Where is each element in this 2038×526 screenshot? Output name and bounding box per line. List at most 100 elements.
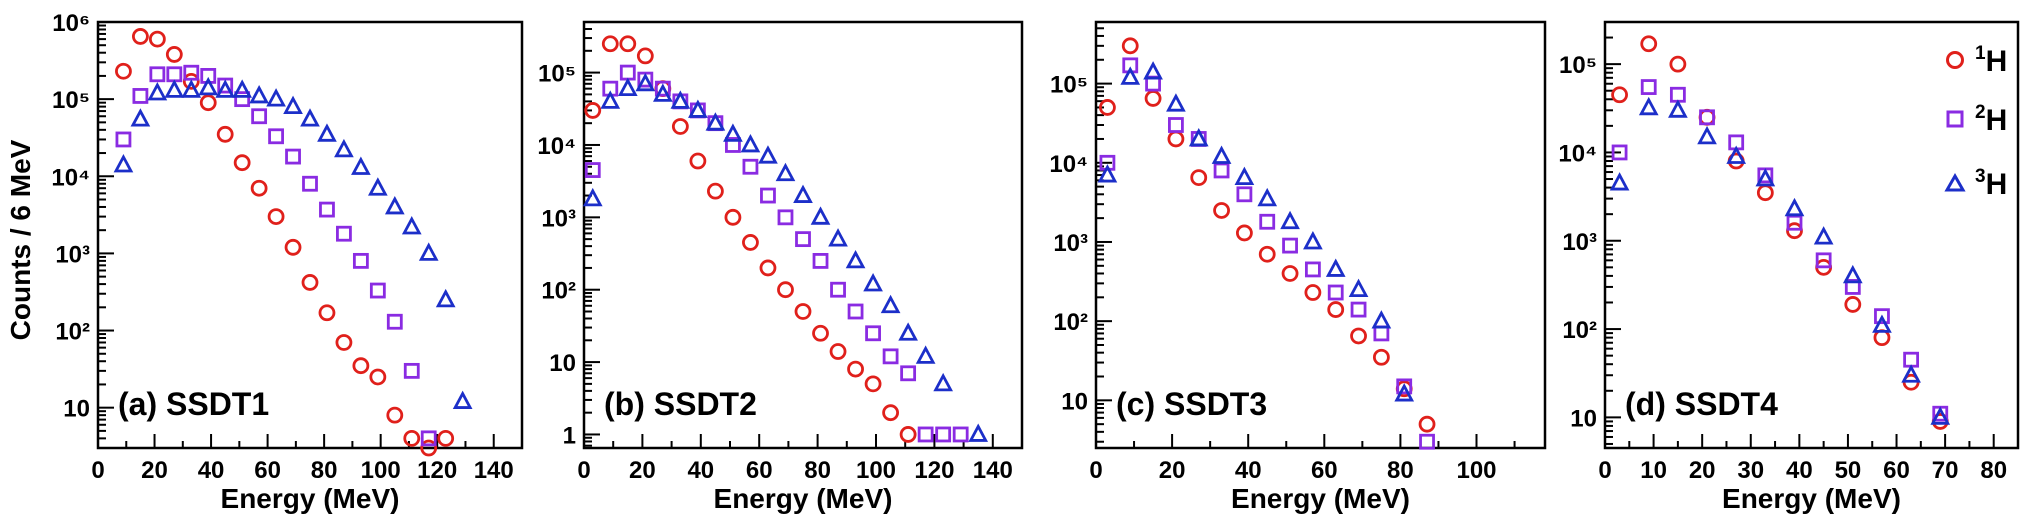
data-point-2h (1903, 351, 1920, 368)
data-point-1h (284, 238, 302, 256)
panel-ssdt3: 0 20 40 60 80 100 10 10² 10³ 10⁴ 10⁵ Energy (MeV) (c… (1049, 20, 1547, 514)
data-point-2h (584, 162, 601, 178)
panel-label: (a) SSDT1 (118, 386, 269, 422)
x-tick-label: 20 (1159, 457, 1186, 484)
x-tick-label: 10 (1640, 457, 1667, 484)
plot-frame (1603, 20, 2020, 450)
data-point-3h (723, 123, 743, 142)
data-point-2h (1844, 279, 1861, 295)
panel-label: (d) SSDT4 (1625, 386, 1778, 422)
x-tick-label: 60 (746, 457, 773, 484)
data-point-2h (1815, 252, 1832, 269)
data-point-1h (199, 94, 217, 112)
data-point-2h (319, 201, 335, 218)
data-point-3h (384, 195, 405, 215)
data-point-3h (452, 390, 473, 409)
data-point-2h (302, 175, 318, 192)
data-point-3h (1784, 197, 1805, 217)
data-point-2h (1236, 186, 1253, 203)
data-point-3h (1813, 226, 1834, 245)
panel-ssdt2: 0 20 40 60 80 100 120 140 1 10 10² 10³ 10⁴ 10⁵ Energy … (537, 20, 1024, 514)
y-tick-label: 10² (1562, 317, 1597, 344)
data-point-3h (1901, 364, 1921, 383)
data-point-3h (317, 123, 337, 142)
data-point-1h (1304, 284, 1322, 301)
data-point-1h (1844, 296, 1862, 313)
legend-entry-2h: 2H (1946, 102, 2008, 137)
data-point-3h (130, 108, 151, 127)
data-point-3h (653, 83, 673, 102)
data-point-3h (793, 184, 813, 203)
legend-triangle-marker (1944, 172, 1966, 192)
data-point-1h (1372, 348, 1390, 366)
data-point-2h (420, 430, 437, 447)
data-point-3h (215, 79, 236, 98)
data-point-2h (935, 426, 952, 443)
x-tick-label: 60 (1311, 457, 1338, 484)
data-point-3h (1394, 383, 1415, 402)
data-point-1h (301, 274, 319, 291)
data-point-2h (1213, 162, 1230, 179)
data-point-2h (812, 253, 829, 269)
data-point-2h (1699, 109, 1715, 126)
data-point-3h (1930, 406, 1951, 425)
data-point-1h (420, 439, 438, 457)
y-tick-label: 10² (55, 319, 90, 346)
data-point-1h (812, 324, 829, 342)
data-point-1h (267, 208, 285, 225)
data-point-3h (1166, 93, 1186, 112)
data-point-1h (1786, 222, 1803, 240)
y-axis-title: Counts / 6 MeV (5, 139, 36, 340)
data-point-2h (1640, 79, 1657, 95)
y-tick-label: 10 (63, 396, 90, 423)
data-point-3h (334, 138, 354, 158)
data-point-1h (182, 72, 200, 90)
data-point-1h (1669, 55, 1687, 73)
data-point-1h (1121, 37, 1139, 55)
x-tick-label: 80 (1387, 457, 1414, 484)
data-point-1h (864, 375, 882, 393)
data-point-1h (899, 426, 917, 443)
data-point-1h (216, 125, 234, 143)
data-point-1h (1099, 99, 1116, 116)
data-point-1h (437, 429, 455, 447)
x-tick-label: 100 (361, 457, 401, 484)
svg-text:1H: 1H (1975, 43, 2007, 78)
data-point-1h (636, 47, 654, 65)
data-point-1h (847, 360, 864, 378)
y-tick-label: 10 (1570, 405, 1597, 432)
y-tick-label: 10⁵ (538, 61, 576, 88)
data-point-3h (401, 216, 422, 235)
x-tick-label: 0 (91, 457, 104, 484)
data-point-3h (1872, 314, 1892, 333)
x-tick-label: 20 (629, 457, 656, 484)
data-point-2h (217, 77, 234, 94)
legend-mass-3: 3 (1975, 166, 1986, 187)
data-point-3h (600, 90, 621, 109)
data-point-2h (1350, 301, 1367, 318)
svg-text:3H: 3H (1975, 166, 2007, 201)
data-point-1h (131, 28, 149, 45)
data-point-2h (742, 158, 759, 175)
panel-label: (c) SSDT3 (1116, 386, 1267, 422)
data-point-2h (234, 91, 251, 108)
data-point-1h (882, 404, 899, 422)
data-point-2h (1304, 261, 1321, 278)
data-point-3h (1303, 231, 1323, 250)
x-tick-label: 80 (804, 457, 831, 484)
data-point-1h (352, 357, 370, 375)
data-point-2h (1611, 144, 1628, 161)
y-tick-label: 10³ (1562, 229, 1597, 256)
x-tick-label: 40 (687, 457, 714, 484)
x-tick-label: 20 (141, 457, 168, 484)
legend-square-marker (1946, 110, 1964, 128)
data-point-3h (283, 95, 303, 115)
data-point-1h (1418, 415, 1436, 433)
legend-entry-1h: 1H (1946, 43, 2007, 78)
legend-element-2: H (1986, 104, 2008, 137)
y-tick-label: 10⁴ (51, 164, 90, 191)
x-tick-label: 50 (1835, 457, 1862, 484)
data-point-3h (1211, 145, 1232, 164)
data-point-1h (584, 102, 602, 119)
